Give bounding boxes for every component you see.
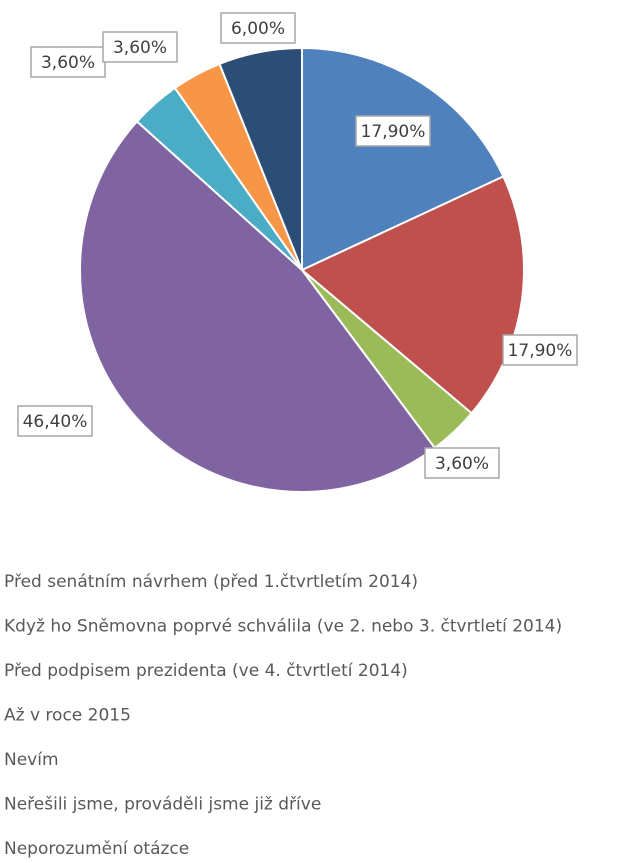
legend-entry: Když ho Sněmovna poprvé schválila (ve 2.… [4,617,562,637]
data-label: 17,90% [508,341,573,361]
label-box [17,405,93,437]
label-box [355,115,431,147]
label-box [30,46,106,78]
legend-entry: Před senátním návrhem (před 1.čtvrtletím… [4,572,418,592]
legend-entry: Neporozumění otázce [4,839,189,859]
data-label: 17,90% [361,122,426,142]
label-box [424,447,500,479]
pie-slice [300,175,525,415]
data-label: 3,60% [435,454,489,474]
pie-slice [218,46,303,271]
pie-slice [79,120,437,493]
label-box [502,334,578,366]
legend-entry: Až v roce 2015 [4,706,131,726]
label-box [220,12,296,44]
data-label: 46,40% [23,412,88,432]
legend-entry: Nevím [4,750,59,770]
legend-entry: Neřešili jsme, prováděli jsme již dříve [4,795,321,815]
data-label: 3,60% [41,53,95,73]
data-label: 6,00% [231,19,285,39]
data-label: 3,60% [113,38,167,58]
pie-slice [301,46,505,272]
legend-entry: Před podpisem prezidenta (ve 4. čtvrtlet… [4,661,408,681]
label-box [102,31,178,63]
